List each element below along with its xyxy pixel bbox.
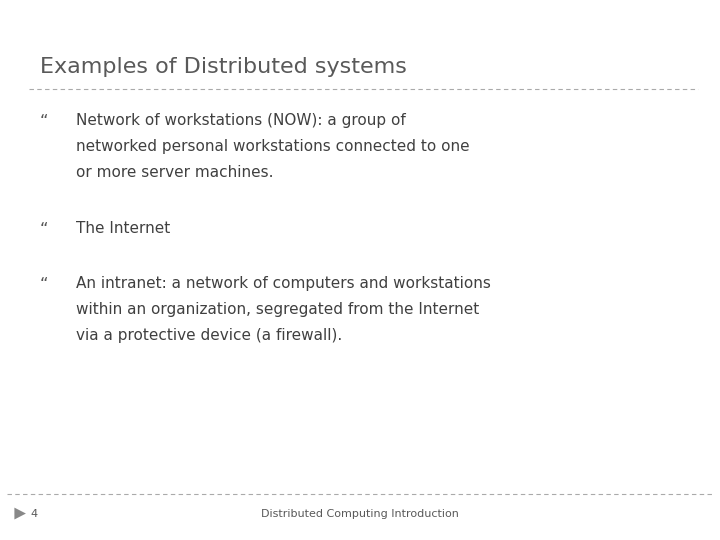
Text: Distributed Computing Introduction: Distributed Computing Introduction — [261, 509, 459, 519]
Text: Examples of Distributed systems: Examples of Distributed systems — [40, 57, 407, 77]
Text: networked personal workstations connected to one: networked personal workstations connecte… — [76, 139, 469, 154]
Text: “: “ — [40, 113, 48, 131]
Text: or more server machines.: or more server machines. — [76, 165, 273, 180]
Text: within an organization, segregated from the Internet: within an organization, segregated from … — [76, 302, 479, 318]
Polygon shape — [14, 508, 26, 519]
Text: “: “ — [40, 221, 48, 239]
Text: via a protective device (a firewall).: via a protective device (a firewall). — [76, 328, 342, 343]
Text: An intranet: a network of computers and workstations: An intranet: a network of computers and … — [76, 276, 490, 292]
Text: The Internet: The Internet — [76, 221, 170, 236]
Text: Network of workstations (NOW): a group of: Network of workstations (NOW): a group o… — [76, 113, 405, 129]
Text: “: “ — [40, 276, 48, 294]
Text: 4: 4 — [30, 509, 37, 519]
